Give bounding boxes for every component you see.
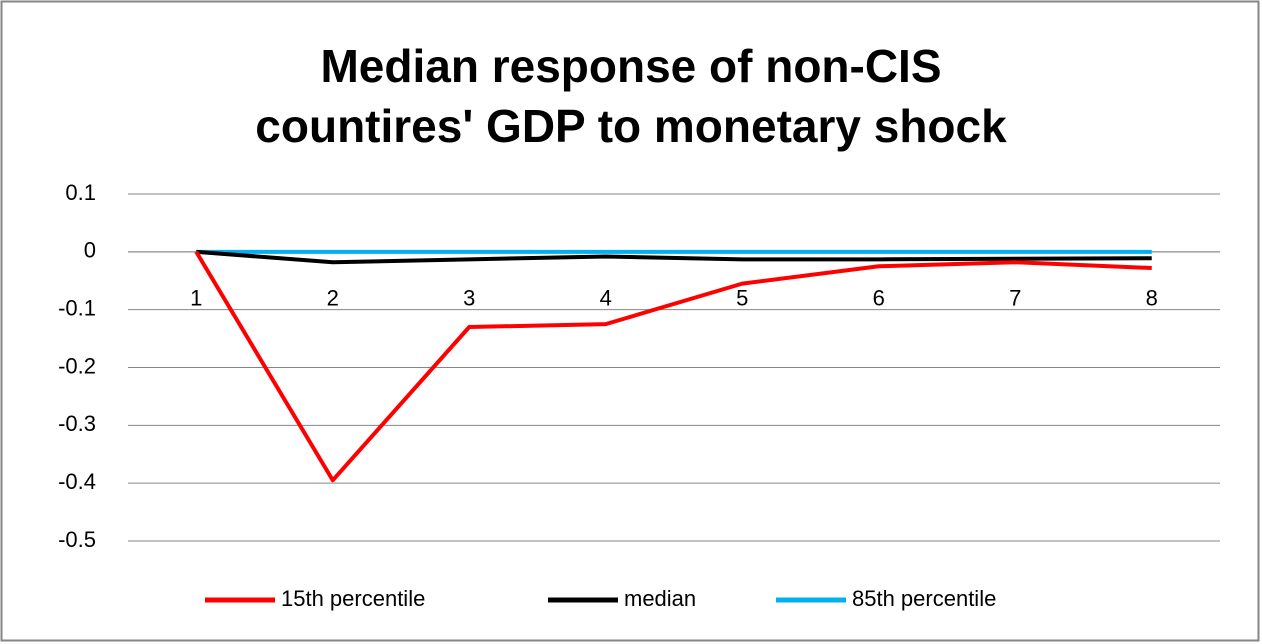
series-line [196,249,1152,265]
y-tick-label: -0.2 [58,353,96,378]
legend-label: median [624,586,696,611]
x-tick-label: 6 [873,286,885,311]
x-tick-label: 7 [1009,286,1021,311]
x-tick-label: 8 [1146,286,1158,311]
chart-title: countires' GDP to monetary shock [255,100,1007,152]
chart-title: Median response of non-CIS [320,40,941,92]
y-tick-label: -0.3 [58,411,96,436]
x-tick-label: 2 [327,286,339,311]
series-line [194,250,1152,483]
y-tick-label: -0.4 [58,469,96,494]
x-tick-label: 5 [736,286,748,311]
y-tick-label: -0.5 [58,527,96,552]
legend-label: 85th percentile [852,586,996,611]
y-tick-label: 0.1 [65,180,96,205]
legend-label: 15th percentile [281,586,425,611]
x-tick-label: 4 [600,286,612,311]
y-tick-label: 0 [84,238,96,263]
x-tick-label: 1 [190,286,202,311]
x-tick-label: 3 [463,286,475,311]
y-tick-label: -0.1 [58,295,96,320]
